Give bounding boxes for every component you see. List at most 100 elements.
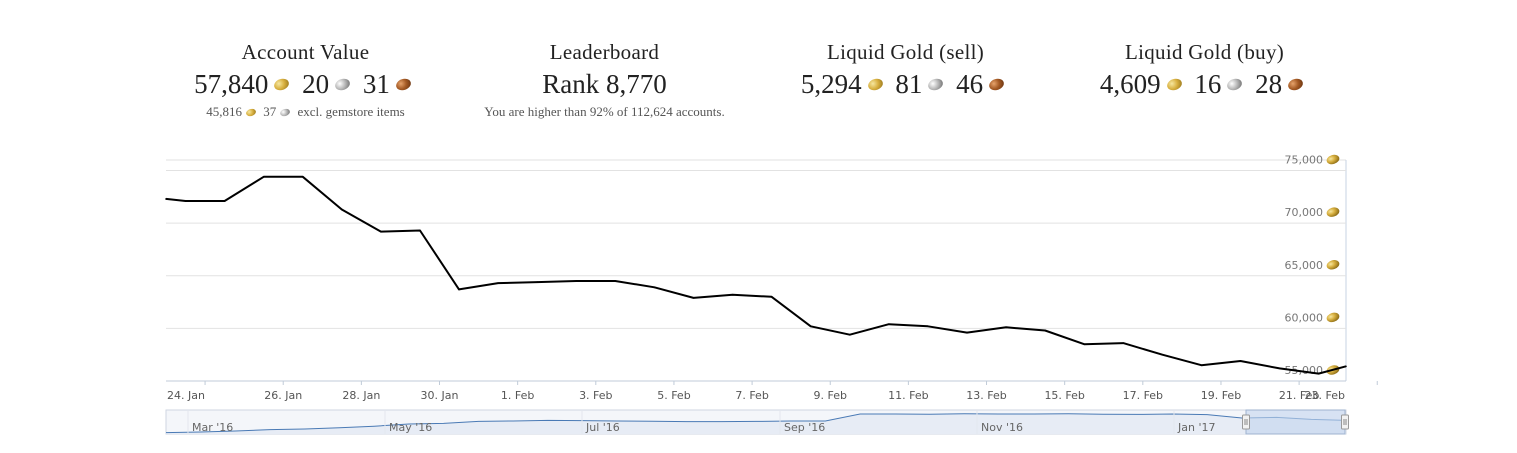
data-point: [301, 176, 304, 178]
buy-copper: 28: [1255, 69, 1283, 99]
account-value-copper: 31: [362, 69, 390, 99]
account-value-excl: 45,816 37 excl. gemstore items: [148, 102, 463, 122]
excl-label: excl. gemstore items: [297, 104, 405, 119]
navigator-label: Mar '16: [192, 421, 233, 434]
sell-silver: 81: [895, 69, 923, 99]
x-tick-label: 5. Feb: [657, 389, 690, 402]
x-tick-label: 30. Jan: [421, 389, 459, 402]
x-tick-label: 1. Feb: [501, 389, 534, 402]
x-tick-label: 15. Feb: [1044, 389, 1084, 402]
data-point: [1005, 326, 1007, 329]
data-point: [927, 325, 929, 328]
navigator-selection[interactable]: [1245, 409, 1346, 435]
navigator-handle[interactable]: [1341, 414, 1349, 430]
grid-lines: [166, 159, 1347, 382]
navigator-handle[interactable]: [1242, 414, 1250, 430]
x-tick-label: 21. Feb: [1279, 389, 1319, 402]
sell-copper: 46: [956, 69, 984, 99]
y-tick-label: 65,000: [1285, 259, 1324, 272]
liquid-gold-sell-title: Liquid Gold (sell): [826, 40, 985, 64]
excl-gold: 45,816: [206, 104, 243, 119]
gold-coin-icon: [1326, 312, 1340, 323]
x-tick-label: 17. Feb: [1123, 389, 1163, 402]
data-point: [536, 281, 538, 283]
data-point: [419, 229, 421, 232]
account-value-gold: 57,840: [194, 69, 269, 99]
account-value-line: [165, 175, 1347, 375]
data-point: [1345, 365, 1347, 368]
y-tick-label: 60,000: [1285, 311, 1324, 324]
x-tick-label: 26. Jan: [264, 389, 302, 402]
x-tick-label: 23. Feb: [1305, 389, 1345, 402]
x-tick-label: 3. Feb: [579, 389, 612, 402]
x-tick-label: 7. Feb: [735, 389, 768, 402]
data-point: [165, 198, 167, 200]
data-point: [888, 323, 890, 325]
account-value-silver: 20: [302, 69, 330, 99]
navigator-label: Jul '16: [585, 421, 620, 434]
liquid-gold-buy-stat: Liquid Gold (buy) 4,609 16 28: [1047, 38, 1362, 102]
data-point: [1200, 364, 1203, 367]
gold-coin-icon: [1326, 260, 1340, 270]
data-point: [1278, 367, 1281, 370]
account-value-title: Account Value: [241, 40, 370, 64]
data-point: [653, 286, 656, 289]
data-point: [1239, 360, 1242, 362]
data-point: [458, 288, 460, 291]
x-tick-label: 24. Jan: [167, 389, 205, 402]
liquid-gold-sell-stat: Liquid Gold (sell) 5,294 81 46: [748, 38, 1063, 102]
data-point: [262, 176, 265, 178]
liquid-gold-sell-amount: 5,294 81 46: [748, 66, 1063, 102]
x-tick-label: 9. Feb: [814, 389, 847, 402]
data-point: [1161, 353, 1164, 356]
navigator-label: Jan '17: [1177, 421, 1215, 434]
navigator-label: May '16: [389, 421, 432, 434]
navigator-area: [166, 413, 1346, 434]
data-point: [380, 230, 382, 233]
x-tick-label: 13. Feb: [966, 389, 1006, 402]
data-point: [223, 200, 226, 202]
data-point: [966, 331, 968, 334]
leaderboard-percentile: You are higher than 92% of 112,624 accou…: [484, 104, 725, 119]
data-point: [809, 325, 812, 328]
x-tick-label: 11. Feb: [888, 389, 928, 402]
leaderboard-title: Leaderboard: [549, 40, 660, 64]
data-point: [1317, 372, 1320, 375]
navigator[interactable]: Mar '16 May '16 Jul '16 Sep '16 Nov '16 Jan '…: [165, 409, 1349, 435]
data-point: [341, 208, 343, 211]
sell-gold: 5,294: [800, 69, 862, 99]
navigator-label: Nov '16: [981, 421, 1023, 434]
data-point: [848, 333, 851, 336]
x-tick-label: 28. Jan: [342, 389, 380, 402]
data-point: [575, 280, 578, 282]
leaderboard-rank: Rank 8,770: [542, 69, 667, 99]
buy-silver: 16: [1194, 69, 1222, 99]
data-point: [1083, 343, 1086, 345]
liquid-gold-buy-amount: 4,609 16 28: [1047, 66, 1362, 102]
leaderboard-stat: Leaderboard Rank 8,770 You are higher th…: [447, 38, 762, 122]
data-point: [1044, 329, 1046, 332]
liquid-gold-buy-title: Liquid Gold (buy): [1124, 40, 1285, 64]
x-tick-label: 19. Feb: [1201, 389, 1241, 402]
buy-gold: 4,609: [1099, 69, 1161, 99]
navigator-line: [165, 413, 1347, 434]
data-point: [1122, 342, 1125, 344]
gold-coin-icon: [1326, 154, 1340, 165]
series-line: [165, 175, 1347, 375]
excl-silver: 37: [263, 104, 277, 119]
gold-coin-icon: [1326, 207, 1340, 217]
account-value-stat: Account Value 57,840 20 31 45,816 37 exc…: [148, 38, 463, 122]
navigator-label: Sep '16: [784, 421, 825, 434]
x-axis-labels: 24. Jan 26. Jan 28. Jan 30. Jan 1. Feb 3. Feb…: [167, 381, 1378, 402]
account-value-amount: 57,840 20 31: [148, 66, 463, 102]
data-point: [614, 280, 617, 282]
data-point: [184, 200, 187, 202]
data-point: [692, 297, 695, 299]
data-point: [497, 282, 499, 284]
y-tick-label: 75,000: [1285, 154, 1324, 167]
data-point: [770, 296, 773, 298]
y-tick-label: 70,000: [1285, 206, 1324, 219]
data-point: [731, 293, 734, 296]
